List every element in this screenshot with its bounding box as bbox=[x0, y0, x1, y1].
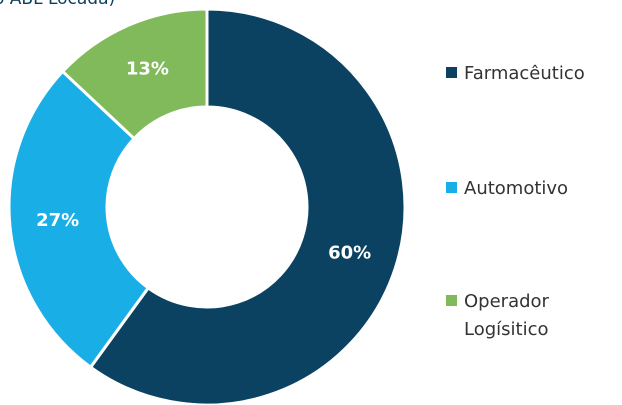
legend-label: Operador Logísitico bbox=[464, 291, 549, 340]
data-label: 27% bbox=[36, 210, 79, 231]
legend-label: Automotivo bbox=[464, 178, 569, 199]
chart-title: o ABL Locada) bbox=[0, 0, 115, 9]
data-label: 60% bbox=[328, 242, 371, 263]
donut-slice bbox=[7, 69, 151, 370]
donut-slice bbox=[60, 7, 209, 141]
legend-item: Operador Logísitico bbox=[446, 288, 616, 344]
legend-swatch bbox=[446, 67, 457, 78]
legend-item: Automotivo bbox=[446, 175, 616, 203]
legend-label: Farmacêutico bbox=[464, 63, 585, 84]
donut-slice bbox=[88, 7, 407, 405]
data-label: 13% bbox=[126, 58, 169, 79]
legend-swatch bbox=[446, 295, 457, 306]
legend-swatch bbox=[446, 182, 457, 193]
legend-item: Farmacêutico bbox=[446, 60, 616, 88]
